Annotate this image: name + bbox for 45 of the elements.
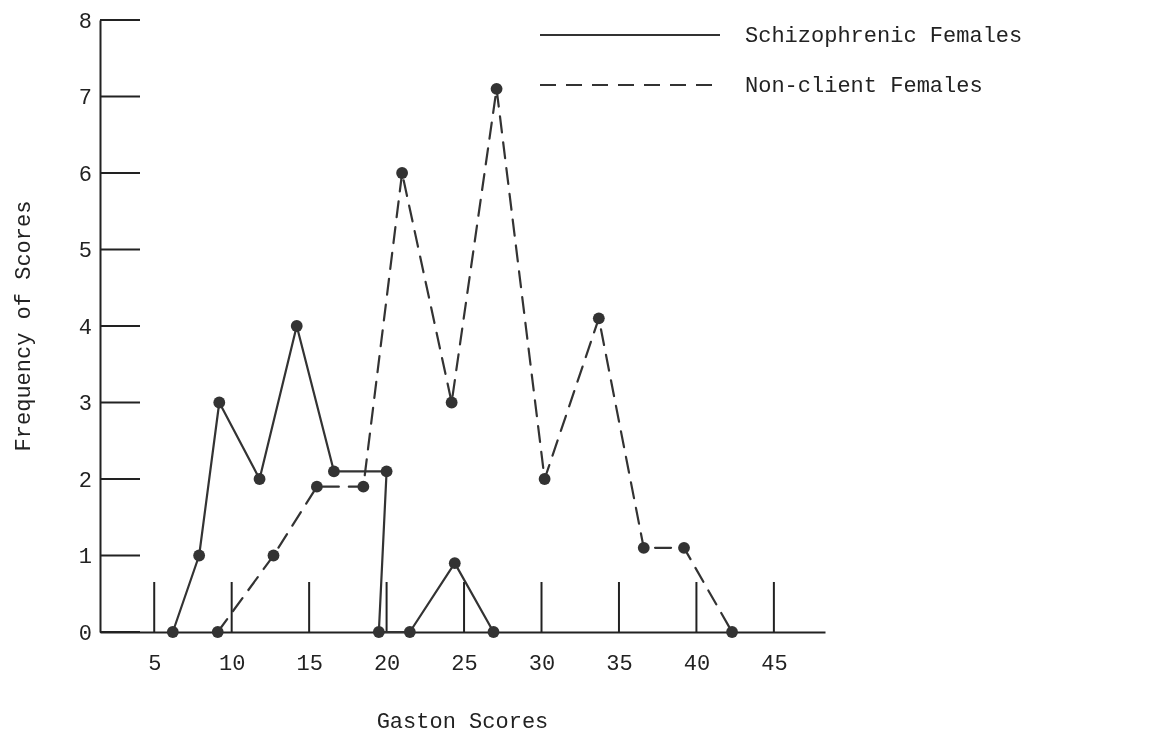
y-tick-label: 6 [78,162,92,188]
point [396,167,408,179]
point [380,465,393,478]
x-tick-label: 10 [218,651,246,677]
text: Non-client Females [745,74,983,99]
point [213,396,226,409]
point [310,480,323,493]
y-tick-label: 7 [78,86,92,112]
point [678,541,690,554]
text: Schizophrenic Females [745,24,1023,49]
point [372,626,385,638]
x-tick-label: 5 [148,651,162,677]
point [357,480,370,493]
x-tick-label: 15 [296,651,323,677]
x-tick-label: 45 [761,651,788,677]
point [448,557,461,570]
y-tick-label: 8 [78,9,92,35]
y-tick-label: 1 [78,545,92,571]
point [490,82,503,95]
x-tick-label: 20 [373,651,401,677]
y-tick-label: 5 [78,239,92,265]
x-tick-label: 40 [683,651,711,677]
y-axis-title: Frequency of Scores [12,200,37,452]
point [166,626,179,638]
x-tick-label: 35 [606,651,633,677]
point [538,473,551,485]
y-tick-label: 0 [78,621,92,647]
point [267,549,280,562]
x-axis-title: Gaston Scores [376,710,549,735]
x-tick-label: 25 [451,651,478,677]
point [592,312,605,325]
x-tick-label: 30 [528,651,556,677]
point [403,626,416,638]
point [445,396,458,409]
point [193,549,206,562]
point [328,465,340,478]
point [637,541,650,554]
point [726,626,738,638]
y-tick-label: 3 [78,392,92,418]
point [487,626,500,638]
y-tick-label: 4 [78,315,92,341]
y-tick-label: 2 [78,468,92,494]
point [253,473,266,485]
point [290,320,303,332]
point [211,626,224,638]
